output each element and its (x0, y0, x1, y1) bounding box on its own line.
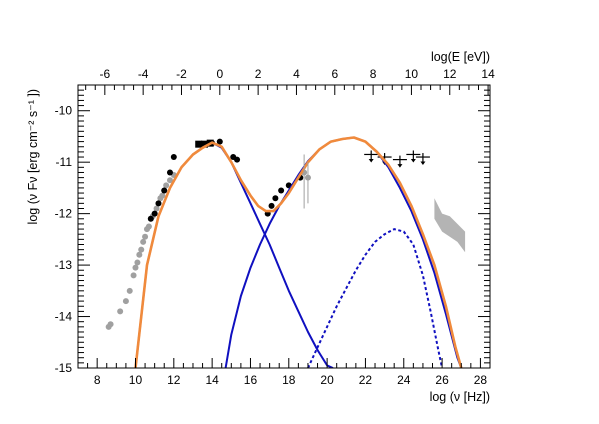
data-point-measured (147, 215, 154, 222)
series-line-synchrotron (134, 141, 334, 368)
series-line-dashed-component (307, 228, 444, 368)
y-tick-label: -10 (55, 104, 73, 118)
x-tick-label: 16 (244, 373, 258, 387)
vhe-butterfly-band (434, 198, 466, 253)
top-tick-label: 10 (405, 67, 419, 81)
data-point-square (200, 140, 208, 148)
y-axis-title: log (ν Fν [erg cm⁻² s⁻¹ ]) (26, 89, 40, 224)
x-tick-label: 10 (129, 373, 143, 387)
data-point-archival (142, 233, 149, 240)
top-tick-label: 0 (216, 67, 223, 81)
data-point-archival (130, 272, 137, 279)
y-tick-label: -15 (55, 361, 73, 375)
data-point-archival (122, 298, 129, 305)
data-point-archival (117, 308, 124, 315)
data-point-measured (278, 187, 285, 194)
y-tick-label: -14 (55, 310, 73, 324)
data-point-archival (134, 259, 141, 266)
upper-limit-marker (406, 150, 421, 163)
upper-limit-marker (364, 150, 379, 163)
y-tick-label: -11 (56, 155, 73, 169)
x-tick-label: 18 (282, 373, 296, 387)
x-tick-label: 22 (359, 373, 373, 387)
top-tick-label: 2 (255, 67, 262, 81)
top-tick-label: 12 (443, 67, 457, 81)
x-tick-label: 14 (205, 373, 219, 387)
data-point-measured (166, 169, 173, 176)
data-point-archival (126, 287, 133, 294)
data-point-archival (163, 182, 170, 189)
x-tick-label: 24 (397, 373, 411, 387)
data-point-archival (138, 246, 145, 253)
top-tick-label: 8 (370, 67, 377, 81)
data-point-measured (216, 138, 223, 145)
data-point-archival (140, 238, 147, 245)
top-tick-label: 6 (331, 67, 338, 81)
top-tick-label: 4 (293, 67, 300, 81)
upper-limit-marker (392, 155, 407, 168)
upper-limit-marker (415, 153, 430, 166)
x-axis-title: log (ν [Hz]) (430, 390, 490, 404)
data-point-archival (153, 205, 160, 212)
series-line-total-model (134, 136, 463, 368)
data-point-archival (132, 264, 139, 271)
plot-frame (77, 84, 491, 369)
data-point-measured (272, 195, 279, 202)
data-point-measured (170, 154, 177, 161)
x-tick-label: 26 (435, 373, 449, 387)
series-line-inverse-compton (224, 136, 463, 368)
top-tick-label: -2 (176, 67, 187, 81)
data-point-measured (161, 187, 168, 194)
top-tick-label: -4 (138, 67, 149, 81)
data-point-archival (145, 223, 152, 230)
y-tick-label: -13 (55, 258, 73, 272)
data-point-archival (159, 192, 166, 199)
data-point-measured (151, 210, 158, 217)
top-axis-title: log(E [eV]) (431, 50, 490, 64)
data-point-archival (136, 251, 143, 258)
data-point-measured (268, 202, 275, 209)
x-tick-label: 28 (474, 373, 488, 387)
data-point-measured (234, 156, 241, 163)
y-tick-label: -12 (55, 207, 73, 221)
data-point-archival (107, 321, 114, 328)
x-tick-label: 20 (320, 373, 334, 387)
x-tick-label: 8 (94, 373, 101, 387)
top-tick-label: -6 (99, 67, 110, 81)
top-tick-label: 14 (481, 67, 495, 81)
data-point-square (195, 140, 203, 148)
x-tick-label: 12 (167, 373, 181, 387)
data-point-archival (166, 177, 173, 184)
data-point-measured (155, 200, 162, 207)
